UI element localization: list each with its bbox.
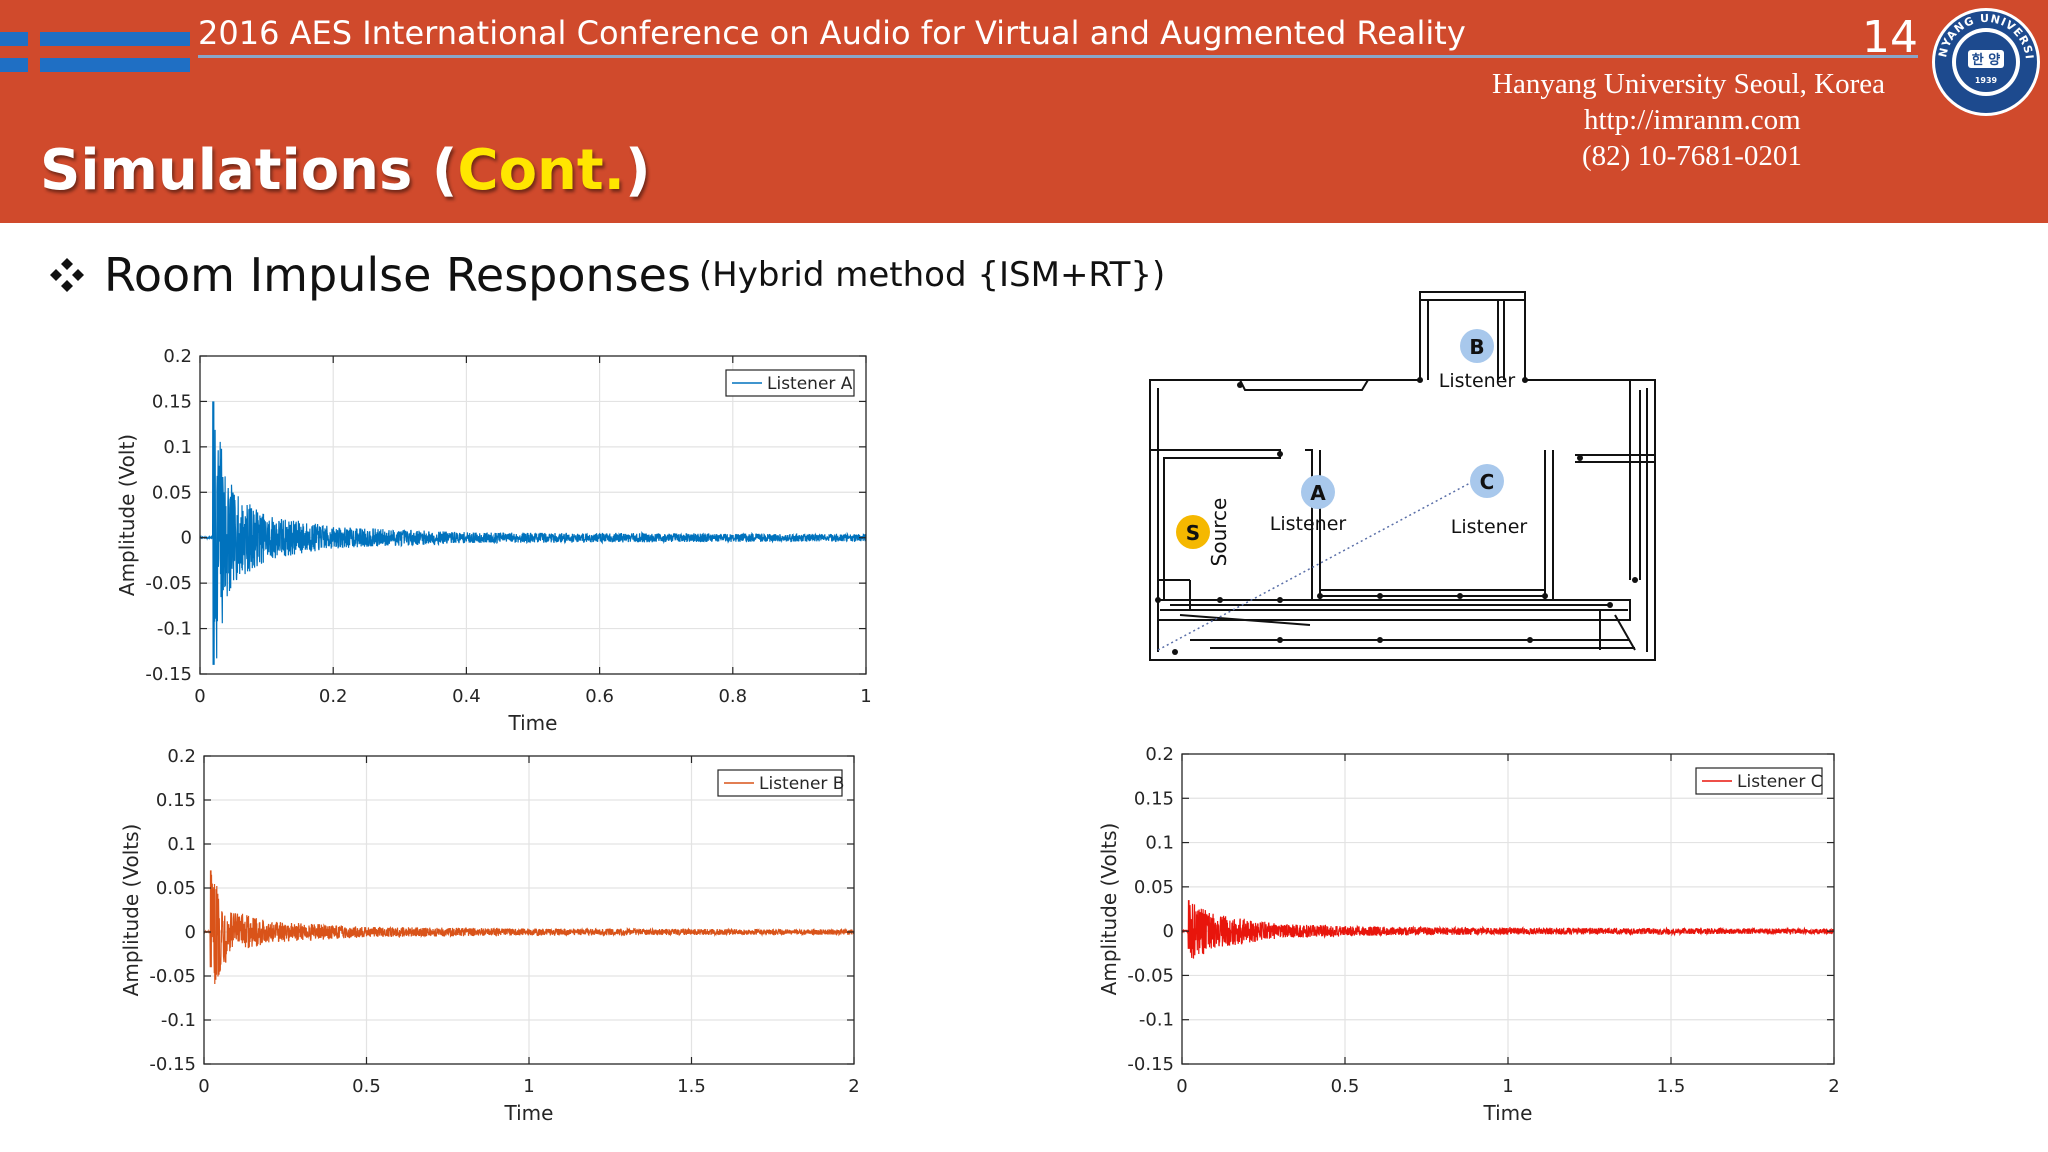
y-axis-label: Amplitude (Volts) — [119, 824, 143, 997]
flag-bar-bottom-right — [40, 58, 190, 72]
x-tick-label: 0.4 — [452, 686, 481, 707]
room-floor-plan: S Source A Listener B Listener C Listene… — [1149, 291, 1656, 661]
y-tick-label: 0.05 — [152, 482, 192, 503]
conference-title: 2016 AES International Conference on Aud… — [198, 14, 1466, 52]
source-marker — [1176, 515, 1210, 549]
flag-bar-bottom-left — [0, 58, 28, 72]
phone-number: (82) 10-7681-0201 — [1582, 140, 1802, 172]
y-axis-label: Amplitude (Volts) — [1097, 823, 1121, 996]
y-tick-label: 0.15 — [156, 790, 196, 811]
listener-c-marker — [1470, 464, 1504, 498]
y-tick-label: -0.05 — [1127, 965, 1174, 986]
y-tick-label: -0.15 — [149, 1054, 196, 1075]
listener-a-letter: A — [1310, 481, 1326, 505]
y-tick-label: 0.1 — [167, 834, 196, 855]
slide-title: Simulations (Cont.) — [40, 138, 651, 203]
four-diamond-bullet-icon — [50, 258, 84, 292]
y-tick-label: 0 — [1163, 921, 1174, 942]
x-tick-label: 1 — [1502, 1076, 1513, 1097]
y-tick-label: 0.05 — [1134, 877, 1174, 898]
room-walls — [1149, 291, 1656, 661]
x-tick-label: 0.5 — [352, 1076, 381, 1097]
y-tick-label: -0.15 — [145, 664, 192, 685]
series-line-b — [203, 870, 855, 985]
x-axis-label: Time — [508, 711, 558, 735]
website: http://imranm.com — [1584, 104, 1801, 136]
wall-vertex-marks — [1155, 377, 1638, 655]
listener-a-marker — [1301, 475, 1335, 509]
listener-b-marker — [1460, 329, 1494, 363]
y-tick-label: 0.05 — [156, 878, 196, 899]
affiliation: Hanyang University Seoul, Korea — [1492, 68, 1886, 100]
slide-title-main: Simulations ( — [40, 138, 458, 203]
y-tick-label: -0.1 — [157, 619, 192, 640]
university-seal-logo: HANYANG UNIVERSITY 한 양 1939 — [1930, 6, 2040, 116]
plot-frame — [199, 355, 867, 675]
x-tick-label: 2 — [1828, 1076, 1839, 1097]
seal-inner-text: 한 양 — [1972, 52, 2000, 68]
listener-c-letter: C — [1480, 470, 1495, 494]
x-tick-label: 0.2 — [319, 686, 348, 707]
y-tick-label: 0.2 — [1145, 744, 1174, 765]
series-line-c — [1181, 900, 1835, 959]
y-tick-label: 0.2 — [167, 746, 196, 767]
x-tick-label: 0.5 — [1331, 1076, 1360, 1097]
y-tick-label: 0 — [185, 922, 196, 943]
listener-c-label: Listener — [1451, 516, 1528, 538]
y-tick-label: 0.2 — [163, 346, 192, 367]
x-tick-label: 0 — [198, 1076, 209, 1097]
seal-year: 1939 — [1975, 76, 1998, 85]
chart-listener-a: 0 0.2 0.4 0.6 0.8 1 0.2 0.15 0.1 0.05 0 -0.05 -0.1 -0… — [115, 346, 872, 735]
x-tick-label: 0.8 — [718, 686, 747, 707]
header-divider — [198, 55, 1918, 58]
source-letter: S — [1186, 521, 1200, 545]
listener-b-letter: B — [1469, 335, 1484, 359]
y-tick-label: 0.15 — [1134, 788, 1174, 809]
slide-header: 2016 AES International Conference on Aud… — [0, 0, 2048, 223]
x-tick-label: 1 — [523, 1076, 534, 1097]
x-tick-label: 0.6 — [585, 686, 614, 707]
y-tick-label: -0.15 — [1127, 1054, 1174, 1075]
source-label: Source — [1207, 498, 1231, 567]
y-tick-label: -0.05 — [145, 573, 192, 594]
x-tick-label: 1.5 — [1657, 1076, 1686, 1097]
series-line-a — [199, 401, 867, 665]
y-tick-label: 0.15 — [152, 391, 192, 412]
bullet-text: Room Impulse Responses — [104, 248, 691, 302]
legend-entry: Listener B — [759, 774, 844, 794]
listener-a-label: Listener — [1270, 513, 1347, 535]
y-tick-label: 0 — [181, 528, 192, 549]
legend-entry: Listener A — [767, 374, 853, 394]
x-axis-label: Time — [504, 1101, 554, 1125]
x-tick-label: 0 — [1176, 1076, 1187, 1097]
page-number: 14 — [1862, 12, 1918, 63]
bullet-subtext: (Hybrid method {ISM+RT}) — [698, 255, 1166, 295]
flag-bar-top-right — [40, 32, 190, 46]
flag-bar-top-left — [0, 32, 28, 46]
slide-title-close: ) — [624, 138, 651, 203]
y-tick-label: 0.1 — [1145, 833, 1174, 854]
x-tick-label: 0 — [194, 686, 205, 707]
chart-listener-b: 0 0.5 1 1.5 2 0.2 0.15 0.1 0.05 0 -0.05 -0.1 -0.15 Ti… — [119, 746, 860, 1125]
y-tick-label: -0.1 — [161, 1010, 196, 1031]
ray-path — [1157, 474, 1486, 651]
x-tick-label: 1.5 — [677, 1076, 706, 1097]
x-tick-label: 2 — [848, 1076, 859, 1097]
y-tick-label: -0.05 — [149, 966, 196, 987]
listener-b-label: Listener — [1439, 370, 1516, 392]
x-axis-label: Time — [1483, 1101, 1533, 1125]
y-axis-label: Amplitude (Volt) — [115, 434, 139, 596]
bullet-item: Room Impulse Responses (Hybrid method {IS… — [48, 248, 1165, 302]
slide-title-accent: Cont. — [457, 138, 625, 203]
y-tick-label: -0.1 — [1139, 1010, 1174, 1031]
legend-entry: Listener C — [1737, 772, 1823, 792]
y-tick-label: 0.1 — [163, 437, 192, 458]
x-tick-label: 1 — [860, 686, 871, 707]
chart-listener-c: 0 0.5 1 1.5 2 0.2 0.15 0.1 0.05 0 -0.05 -0.1 -0.15 Ti… — [1097, 744, 1840, 1125]
